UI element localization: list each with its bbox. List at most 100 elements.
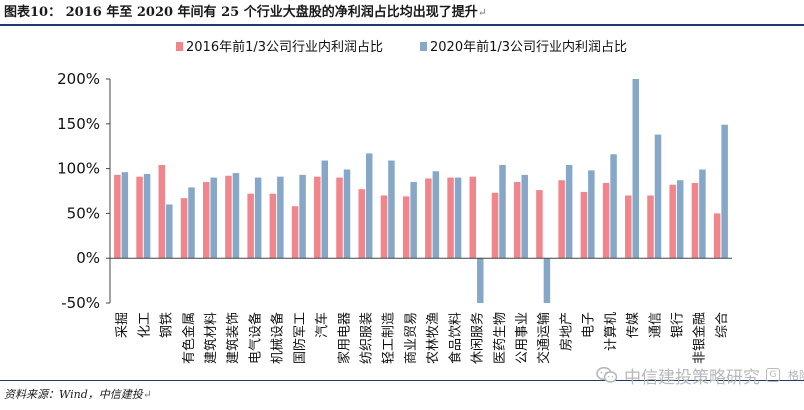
x-category-label: 交通运输 bbox=[536, 312, 552, 364]
x-category-label: 汽车 bbox=[314, 312, 330, 338]
bar-2020 bbox=[188, 187, 195, 259]
wechat-icon bbox=[596, 366, 618, 383]
x-category-label: 钢铁 bbox=[160, 312, 175, 338]
x-category-label: 家用电器 bbox=[336, 312, 352, 364]
figure-title: 图表10： 2016 年至 2020 年间有 25 个行业大盘股的净利润占比均出… bbox=[4, 2, 800, 24]
legend-swatch-2020 bbox=[420, 42, 427, 51]
bar-2020 bbox=[166, 204, 173, 259]
source-note: 资料来源：Wind，中信建投↵ bbox=[4, 385, 152, 405]
bar-2020 bbox=[610, 154, 617, 259]
return-mark: ↵ bbox=[477, 6, 487, 19]
bar-chart: 2016年前1/3公司行业内利润占比 2020年前1/3公司行业内利润占比 -50… bbox=[57, 39, 732, 364]
bar-2020 bbox=[254, 177, 262, 259]
bar-2016 bbox=[713, 213, 721, 259]
x-category-label: 机械设备 bbox=[270, 312, 286, 364]
legend-label-2016: 2016年前1/3公司行业内利润占比 bbox=[186, 39, 383, 55]
bar-2016 bbox=[180, 198, 188, 259]
bar-2016 bbox=[202, 182, 210, 259]
x-category-label: 休闲服务 bbox=[470, 312, 486, 364]
bar-2016 bbox=[402, 196, 410, 259]
bar-2020 bbox=[143, 173, 151, 259]
bar-2016 bbox=[380, 195, 388, 259]
bar-2020 bbox=[499, 165, 506, 259]
bar-2020 bbox=[521, 174, 528, 259]
x-category-label: 采掘 bbox=[115, 312, 130, 338]
x-category-label: 房地产 bbox=[558, 312, 574, 351]
bar-2020 bbox=[410, 182, 417, 259]
x-category-label: 有色金属 bbox=[181, 312, 197, 364]
x-category-label: 医药生物 bbox=[493, 312, 508, 364]
bar-2016 bbox=[114, 174, 121, 259]
bar-2020 bbox=[432, 171, 440, 259]
bar-2016 bbox=[225, 175, 232, 259]
bar-2020 bbox=[321, 160, 329, 259]
y-tick-label: -50% bbox=[61, 294, 100, 312]
bar-2020 bbox=[699, 169, 706, 259]
source-return-mark: ↵ bbox=[142, 388, 152, 401]
bar-2016 bbox=[158, 165, 166, 259]
x-category-label: 传媒 bbox=[626, 312, 641, 338]
bar-2016 bbox=[269, 193, 277, 259]
x-category-label: 综合 bbox=[715, 312, 730, 338]
bar-2020 bbox=[232, 173, 240, 259]
bar-2020 bbox=[543, 258, 551, 303]
figure-title-text: 图表10： 2016 年至 2020 年间有 25 个行业大盘股的净利润占比均出… bbox=[4, 5, 478, 20]
bar-2016 bbox=[625, 195, 632, 259]
bar-2016 bbox=[580, 191, 588, 259]
source-text: 资料来源：Wind，中信建投 bbox=[4, 388, 143, 401]
x-category-label: 化工 bbox=[137, 312, 152, 338]
x-category-label: 公用事业 bbox=[515, 312, 530, 364]
y-tick-label: 150% bbox=[57, 115, 100, 133]
bar-2016 bbox=[669, 184, 676, 259]
bar-2020 bbox=[721, 124, 728, 259]
bar-2016 bbox=[513, 182, 521, 259]
bar-2016 bbox=[602, 182, 610, 259]
y-tick-label: 50% bbox=[67, 204, 100, 222]
legend-swatch-2016 bbox=[176, 42, 183, 51]
bar-2020 bbox=[676, 180, 684, 259]
x-category-label: 食品饮料 bbox=[447, 312, 463, 364]
bar-2016 bbox=[136, 176, 143, 259]
x-category-label: 商业贸易 bbox=[404, 312, 419, 364]
bar-2016 bbox=[469, 176, 477, 259]
x-category-label: 农林牧渔 bbox=[426, 312, 441, 364]
bar-2020 bbox=[299, 174, 306, 259]
bar-2016 bbox=[691, 182, 699, 259]
y-tick-label: 0% bbox=[76, 249, 100, 267]
bar-2016 bbox=[647, 195, 654, 259]
bar-2016 bbox=[336, 177, 343, 259]
y-tick-label: 200% bbox=[57, 70, 100, 88]
title-rule bbox=[0, 24, 804, 26]
bar-2020 bbox=[565, 165, 573, 259]
bottom-rule bbox=[0, 380, 804, 381]
bar-2016 bbox=[558, 180, 565, 259]
bar-2016 bbox=[447, 177, 454, 259]
bar-2016 bbox=[491, 192, 499, 259]
y-axis: -50% 0% 50% 100% 150% 200% bbox=[57, 70, 111, 312]
gelonghui-logo-icon: G bbox=[766, 368, 780, 382]
watermark: 中信建投策略研究 G 格隆汇 bbox=[596, 362, 804, 388]
bar-2020 bbox=[654, 134, 662, 259]
x-category-label: 建筑材料 bbox=[203, 312, 219, 364]
bar-2016 bbox=[536, 190, 543, 259]
bar-2020 bbox=[121, 172, 129, 259]
bar-2020 bbox=[632, 79, 640, 259]
watermark-site: 格隆汇 bbox=[788, 369, 804, 382]
x-category-label: 轻工制造 bbox=[382, 312, 397, 364]
bar-2020 bbox=[477, 258, 484, 303]
x-category-label: 非银金融 bbox=[692, 312, 708, 364]
x-category-label: 国防军工 bbox=[292, 312, 308, 364]
bar-2020 bbox=[588, 170, 595, 259]
bar-2020 bbox=[210, 177, 217, 259]
bar-2020 bbox=[343, 169, 351, 259]
bar-2020 bbox=[365, 153, 373, 259]
x-category-label: 纺织服装 bbox=[359, 312, 374, 364]
bar-2016 bbox=[314, 176, 321, 259]
bar-2016 bbox=[425, 178, 432, 259]
bar-2020 bbox=[277, 176, 284, 259]
x-category-label: 通信 bbox=[648, 312, 663, 338]
y-tick-label: 100% bbox=[57, 160, 100, 178]
bar-series bbox=[114, 79, 728, 303]
x-category-label: 电子 bbox=[582, 312, 597, 338]
legend-label-2020: 2020年前1/3公司行业内利润占比 bbox=[430, 39, 627, 55]
